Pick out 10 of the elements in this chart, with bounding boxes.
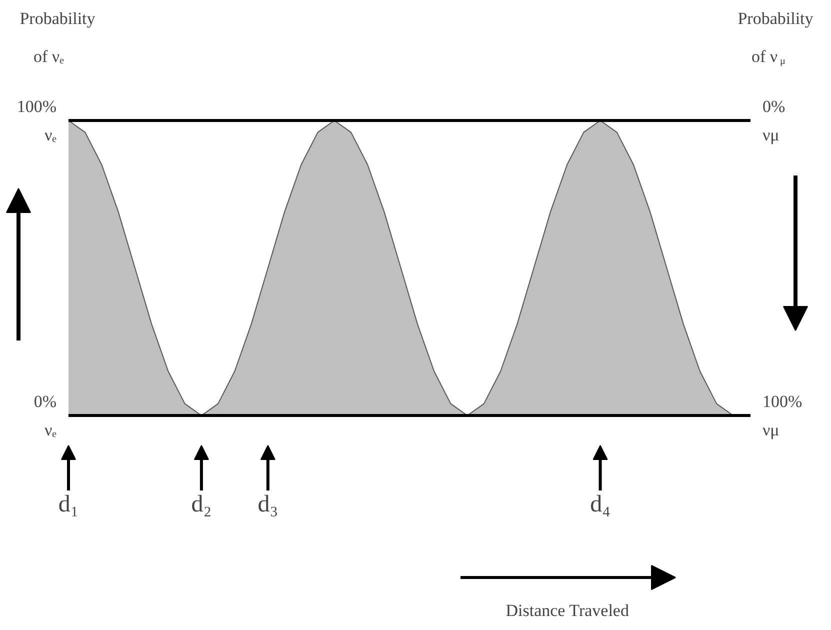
y-axis-title: Probability of νₑ: [20, 9, 96, 66]
y2-tick-label: 100% νμ: [762, 392, 802, 440]
x-axis-title: Distance Traveled: [506, 601, 630, 620]
y-tick-label: 100% νₑ: [16, 96, 58, 144]
x-tick-label: d₂: [191, 492, 212, 518]
x-tick-label: d₃: [258, 492, 278, 518]
y2-tick-label: 0% νμ: [762, 96, 786, 144]
y-tick-label: 0% νₑ: [34, 392, 58, 440]
x-tick-label: d₁: [58, 492, 79, 518]
x-tick-label: d₄: [590, 492, 610, 518]
